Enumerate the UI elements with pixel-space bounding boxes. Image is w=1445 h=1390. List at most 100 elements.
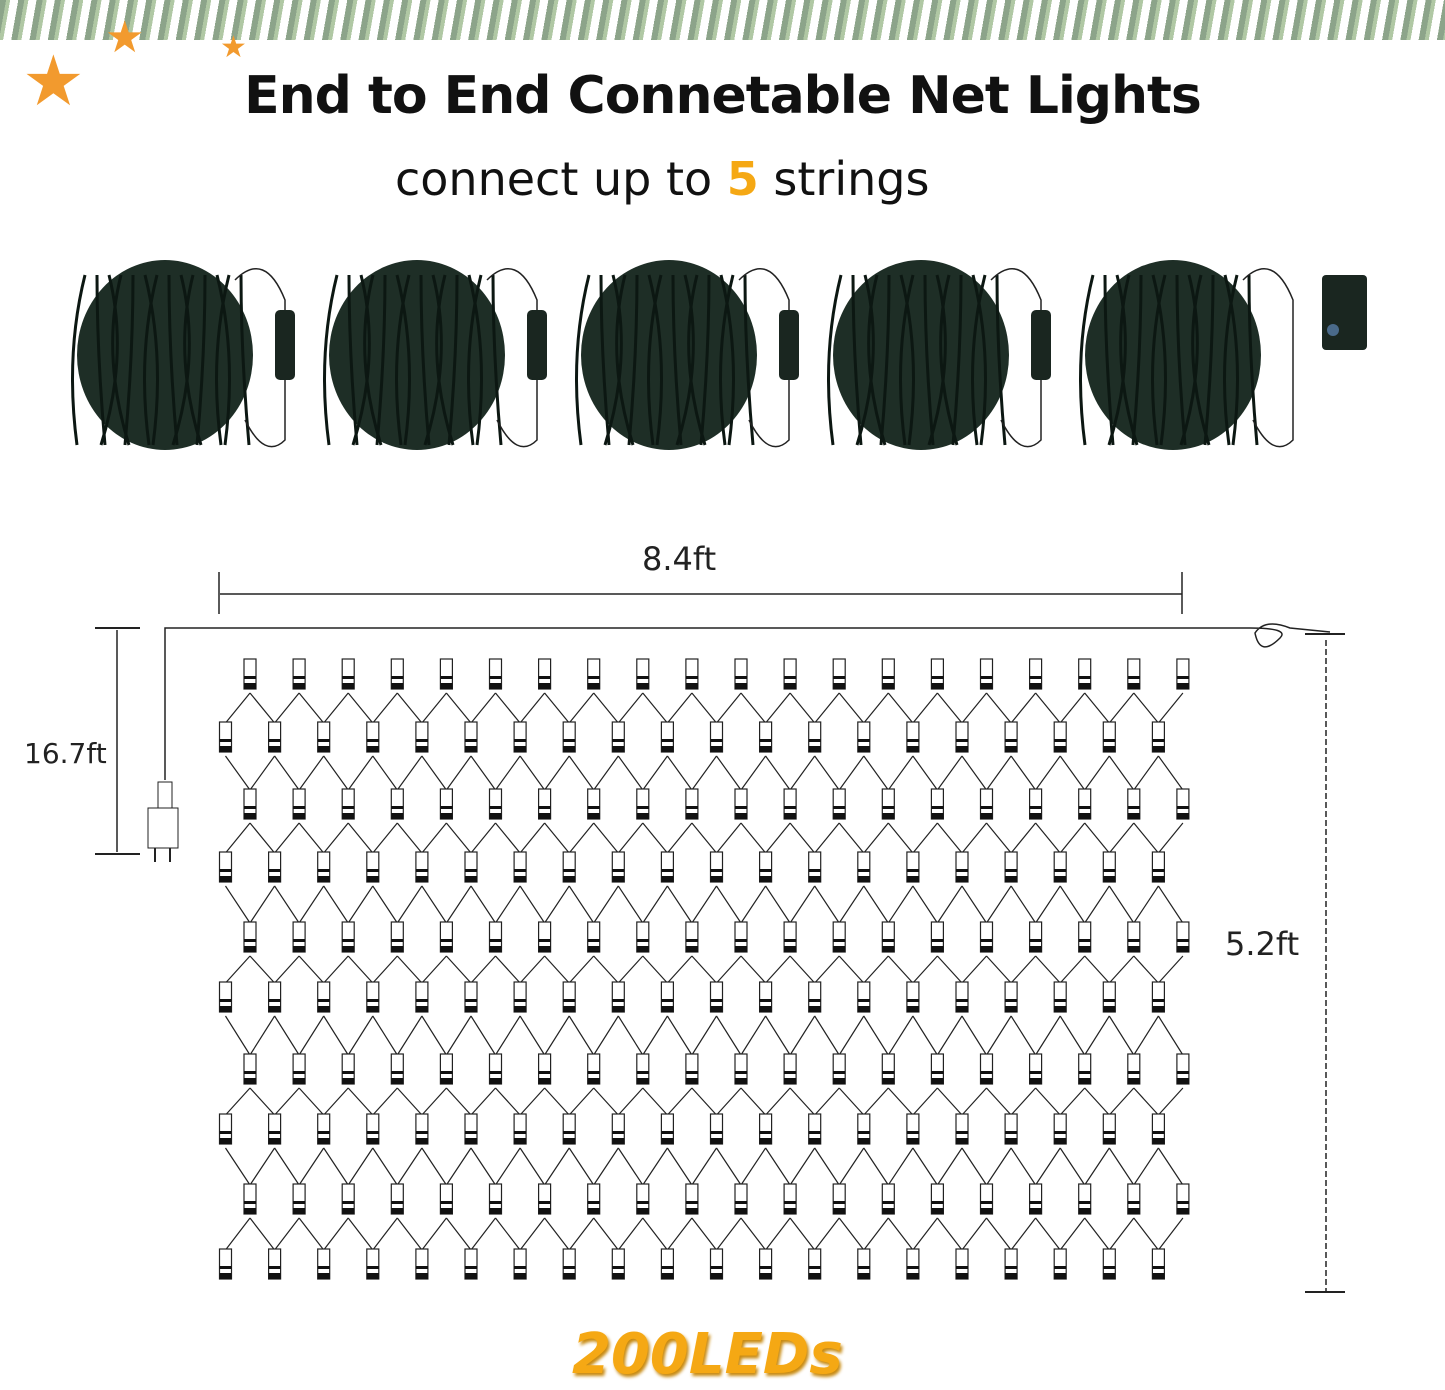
- led-band: [538, 806, 551, 809]
- net-wire: [519, 955, 546, 984]
- net-wire: [838, 955, 865, 984]
- net-wire: [986, 1217, 1012, 1251]
- led-band: [808, 869, 821, 872]
- net-wire: [298, 755, 325, 791]
- net-wire: [912, 1147, 938, 1186]
- led-band: [293, 939, 306, 942]
- net-wire: [691, 755, 717, 791]
- net-wire: [1010, 1087, 1037, 1116]
- led-base: [268, 1006, 281, 1012]
- led-base: [219, 1138, 232, 1144]
- led-band: [1029, 676, 1042, 679]
- net-wire: [323, 822, 349, 854]
- led-band: [661, 1131, 674, 1134]
- led-base: [1078, 946, 1091, 952]
- net-wire: [495, 955, 521, 984]
- led-base: [882, 1208, 895, 1214]
- wire-strand: [971, 274, 987, 446]
- wire-strand: [699, 274, 711, 446]
- net-wire: [887, 692, 914, 724]
- net-wire: [1035, 822, 1061, 854]
- led-band: [293, 1071, 306, 1074]
- net-wire: [495, 822, 521, 854]
- wire-strand: [215, 274, 231, 446]
- net-wire: [298, 1217, 325, 1251]
- led-band: [244, 676, 256, 679]
- net-wire: [887, 885, 914, 924]
- net-wire: [912, 692, 938, 724]
- led-band: [857, 999, 870, 1002]
- led-band: [391, 1201, 404, 1204]
- wire-strand: [1203, 274, 1215, 446]
- led-band: [489, 1071, 502, 1074]
- net-wire: [544, 885, 570, 924]
- net-wire: [421, 1087, 447, 1116]
- net-wire: [789, 1217, 816, 1251]
- led-band: [784, 676, 797, 679]
- net-wire: [372, 1217, 398, 1251]
- net-wire: [691, 692, 717, 724]
- led-base: [661, 746, 674, 752]
- led-band: [268, 999, 281, 1002]
- led-base: [685, 1078, 698, 1084]
- led-band: [612, 869, 625, 872]
- led-base: [1029, 1078, 1042, 1084]
- net-wire: [1035, 1087, 1061, 1116]
- led-band: [636, 676, 649, 679]
- wire-strand: [123, 274, 135, 446]
- led-base: [219, 1006, 232, 1012]
- wire-strand: [183, 274, 203, 446]
- led-band: [956, 1131, 968, 1134]
- led-base: [833, 683, 846, 689]
- net-wire: [347, 692, 374, 724]
- wire-strand: [855, 274, 875, 446]
- led-base: [440, 1078, 453, 1084]
- led-base: [906, 876, 919, 882]
- net-wire: [1133, 1217, 1159, 1251]
- net-wire: [912, 1015, 938, 1056]
- led-band: [489, 806, 502, 809]
- led-band: [465, 999, 477, 1002]
- net-wire: [716, 1217, 742, 1251]
- led-band: [685, 1071, 698, 1074]
- net-wire: [298, 955, 325, 984]
- net-wire: [519, 1015, 546, 1056]
- led-base: [636, 813, 649, 819]
- width-label: 8.4ft: [642, 540, 717, 578]
- led-base: [1078, 1208, 1091, 1214]
- net-wire: [544, 1147, 570, 1186]
- net-wire: [617, 1217, 644, 1251]
- wire-strand: [1223, 274, 1239, 446]
- net-wire: [249, 1147, 276, 1186]
- led-band: [735, 1201, 747, 1204]
- wire-strand: [1107, 274, 1127, 446]
- net-wire: [225, 692, 251, 724]
- led-band: [587, 676, 600, 679]
- led-band: [735, 939, 747, 942]
- net-wire: [912, 885, 938, 924]
- net-wire: [274, 1015, 300, 1056]
- led-base: [784, 683, 797, 689]
- led-base: [465, 1273, 477, 1279]
- net-wire: [421, 1015, 447, 1056]
- wire-strand: [627, 274, 639, 446]
- net-wire: [1035, 1147, 1061, 1186]
- net-wire: [1035, 885, 1061, 924]
- led-band: [808, 999, 821, 1002]
- net-wire: [1133, 885, 1159, 924]
- led-base: [980, 683, 993, 689]
- led-base: [440, 946, 453, 952]
- led-base: [636, 683, 649, 689]
- net-wire: [274, 1087, 300, 1116]
- led-band: [980, 1071, 993, 1074]
- net-wire: [323, 1015, 349, 1056]
- net-wire: [912, 1217, 938, 1251]
- led-base: [587, 1208, 600, 1214]
- net-wire: [912, 955, 938, 984]
- led-base: [415, 876, 428, 882]
- led-band: [587, 1071, 600, 1074]
- wire-strand: [143, 274, 159, 446]
- led-base: [563, 1006, 576, 1012]
- led-base: [980, 946, 993, 952]
- led-base: [244, 946, 256, 952]
